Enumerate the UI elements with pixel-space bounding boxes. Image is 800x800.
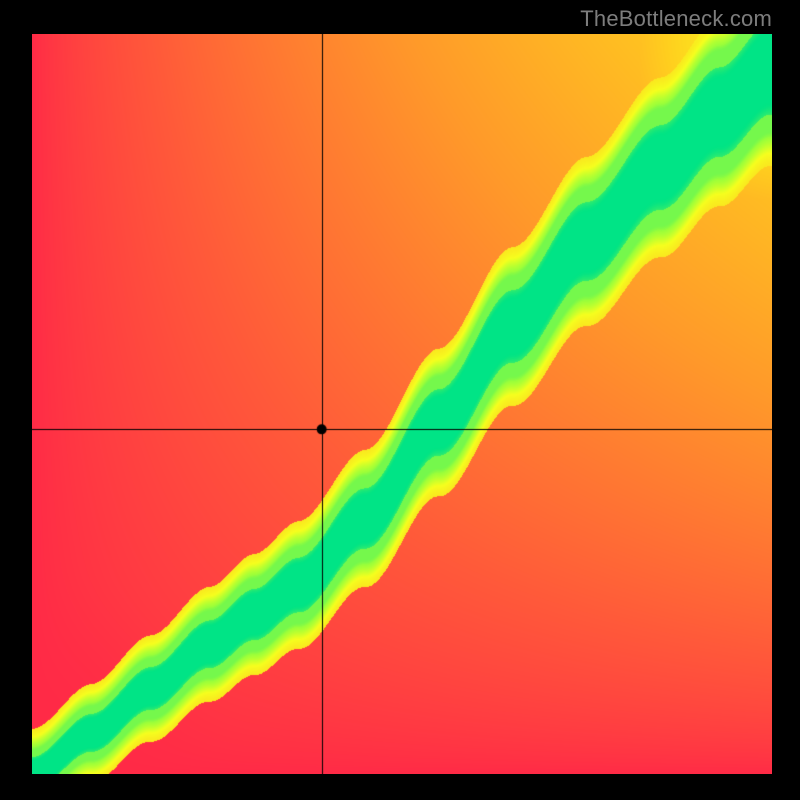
heatmap-canvas xyxy=(32,34,772,774)
chart-container: TheBottleneck.com xyxy=(0,0,800,800)
watermark-text: TheBottleneck.com xyxy=(580,6,772,32)
